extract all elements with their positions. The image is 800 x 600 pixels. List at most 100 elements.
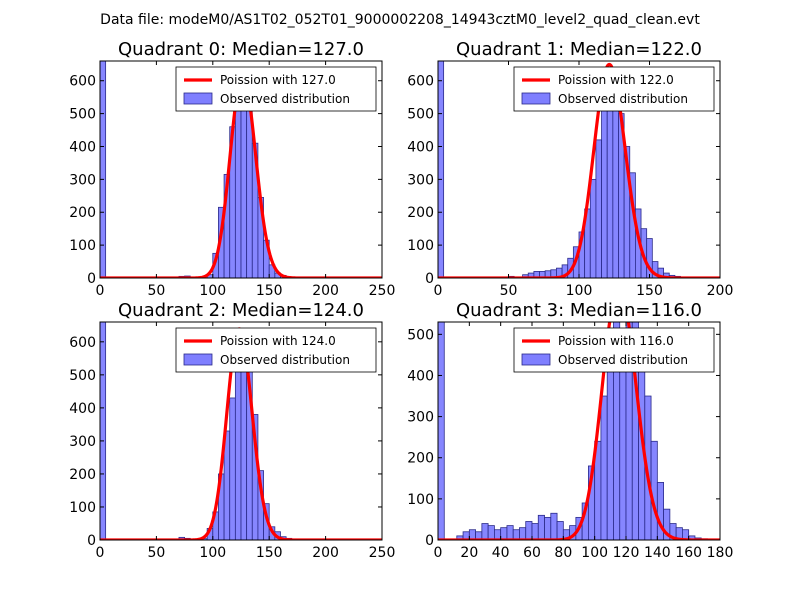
histogram-bar — [556, 521, 564, 540]
x-tick-label: 100 — [199, 283, 226, 299]
legend-poisson-label: Poission with 124.0 — [220, 334, 336, 348]
y-tick-label: 100 — [407, 238, 434, 254]
x-tick-label: 0 — [434, 283, 443, 299]
x-tick-label: 40 — [492, 545, 510, 561]
x-tick-label: 250 — [369, 283, 396, 299]
legend-poisson-label: Poission with 122.0 — [558, 73, 674, 87]
y-tick-label: 500 — [69, 107, 96, 123]
x-tick-label: 50 — [147, 283, 165, 299]
histogram-bar — [229, 397, 236, 540]
x-tick-label: 100 — [566, 283, 593, 299]
y-tick-label: 200 — [69, 205, 96, 221]
y-tick-label: 200 — [407, 205, 434, 221]
quadrant-1-title: Quadrant 1: Median=122.0 — [456, 39, 702, 60]
y-tick-label: 200 — [407, 451, 434, 467]
x-tick-label: 150 — [256, 283, 283, 299]
histogram-bar — [537, 514, 545, 540]
y-tick-label: 0 — [87, 271, 96, 287]
y-tick-label: 500 — [407, 107, 434, 123]
y-tick-label: 600 — [407, 74, 434, 90]
plot-area — [438, 322, 720, 540]
y-tick-label: 300 — [407, 172, 434, 188]
x-tick-label: 120 — [613, 545, 640, 561]
x-tick-label: 100 — [581, 545, 608, 561]
y-tick-label: 500 — [407, 327, 434, 343]
x-tick-label: 150 — [636, 283, 663, 299]
legend: Poission with 124.0 Observed distribution — [175, 327, 377, 373]
y-tick-label: 300 — [69, 434, 96, 450]
y-tick-label: 300 — [407, 410, 434, 426]
histogram-bar — [100, 61, 107, 278]
axes-frame — [99, 321, 383, 541]
y-tick-label: 600 — [69, 74, 96, 90]
histogram-bar — [506, 525, 514, 540]
y-tick-label: 100 — [407, 492, 434, 508]
x-tick-label: 20 — [460, 545, 478, 561]
legend: Poission with 116.0 Observed distribution — [513, 327, 715, 373]
histogram-bar — [650, 440, 658, 540]
x-tick-label: 160 — [675, 545, 702, 561]
y-tick-label: 200 — [69, 467, 96, 483]
quadrant-1-panel: Quadrant 1: Median=122.0 0 50 100 150 200 0 100… — [407, 39, 733, 299]
y-tick-label: 400 — [69, 401, 96, 417]
histogram-bar — [601, 106, 608, 278]
x-tick-label: 180 — [707, 545, 734, 561]
x-tick-label: 0 — [96, 283, 105, 299]
histogram-bar — [544, 516, 552, 540]
quadrant-2-panel: Quadrant 2: Median=124.0 0 50 100 150 200 250 0… — [69, 300, 395, 561]
legend: Poission with 122.0 Observed distribution — [513, 66, 715, 112]
histogram-bar — [531, 523, 539, 540]
x-tick-label: 250 — [369, 545, 396, 561]
histogram-bar — [500, 527, 508, 540]
legend-observed-swatch — [183, 92, 213, 105]
histogram-bar — [234, 96, 242, 278]
y-tick-label: 400 — [69, 139, 96, 155]
legend-poisson-label: Poission with 127.0 — [220, 73, 336, 87]
y-tick-label: 0 — [425, 271, 434, 287]
histogram-bar — [525, 521, 533, 540]
histogram-bar — [589, 178, 597, 278]
y-tick-label: 100 — [69, 238, 96, 254]
x-tick-label: 0 — [434, 545, 443, 561]
x-tick-label: 140 — [644, 545, 671, 561]
axes-frame — [99, 60, 383, 279]
histogram-bar — [100, 322, 107, 540]
legend-observed-label: Observed distribution — [558, 353, 688, 367]
x-tick-label: 100 — [199, 545, 226, 561]
axes-frame — [437, 321, 721, 541]
histogram-bar — [438, 61, 445, 278]
x-tick-label: 200 — [312, 283, 339, 299]
histogram-bar — [519, 527, 527, 540]
x-tick-label: 150 — [256, 545, 283, 561]
legend-poisson-label: Poission with 116.0 — [558, 334, 674, 348]
x-tick-label: 200 — [707, 283, 734, 299]
quadrant-2-title: Quadrant 2: Median=124.0 — [118, 300, 364, 321]
x-tick-label: 60 — [523, 545, 541, 561]
legend-observed-swatch — [521, 92, 551, 105]
histogram-bar — [487, 525, 495, 540]
legend-observed-swatch — [183, 353, 213, 366]
histogram-bar — [481, 523, 489, 540]
y-tick-label: 100 — [69, 500, 96, 516]
figure-title: Data file: modeM0/AS1T02_052T01_90000022… — [100, 12, 700, 28]
y-tick-label: 0 — [87, 533, 96, 549]
y-tick-label: 300 — [69, 172, 96, 188]
y-tick-label: 400 — [407, 368, 434, 384]
histogram-bar — [550, 512, 558, 540]
y-tick-label: 600 — [69, 335, 96, 351]
legend-observed-label: Observed distribution — [558, 92, 688, 106]
poisson-curve — [438, 322, 720, 540]
x-tick-label: 80 — [554, 545, 572, 561]
histogram-bar — [234, 361, 242, 540]
quadrant-0-panel: Quadrant 0: Median=127.0 0 50 100 150 200 250 0… — [69, 39, 395, 299]
quadrant-3-panel: Quadrant 3: Median=116.00 20 40 60 80 100 120 1… — [407, 300, 734, 561]
legend-observed-swatch — [521, 353, 551, 366]
histogram-bar — [595, 139, 602, 278]
x-tick-label: 200 — [312, 545, 339, 561]
y-tick-label: 400 — [407, 139, 434, 155]
y-tick-label: 0 — [425, 533, 434, 549]
x-tick-label: 50 — [147, 545, 165, 561]
legend-observed-label: Observed distribution — [220, 92, 350, 106]
y-tick-label: 500 — [69, 368, 96, 384]
histogram-bar — [606, 362, 614, 540]
